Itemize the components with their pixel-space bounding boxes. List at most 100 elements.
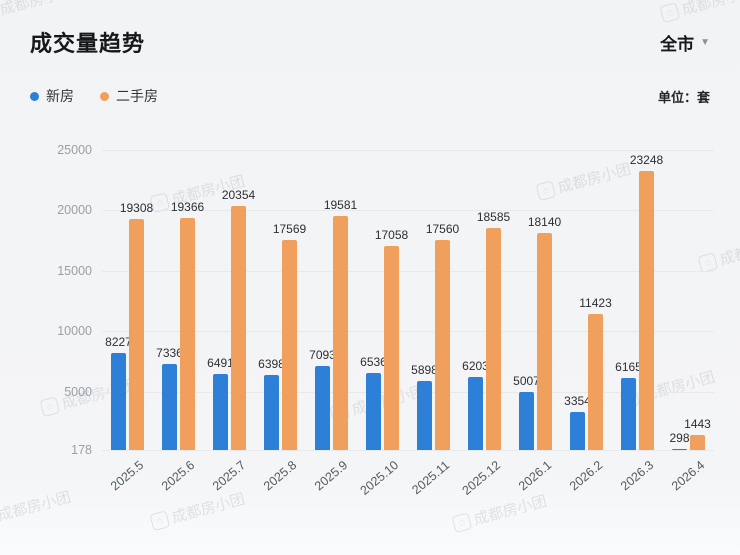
x-tick-label: 2025.8 <box>261 458 300 494</box>
region-selector[interactable]: 全市 ▼ <box>660 30 710 55</box>
bar-secondhand-2025.12[interactable] <box>486 227 501 450</box>
bar-value-label: 11423 <box>579 296 612 311</box>
bar-group-2025.9: 7093 19581 2025.9 <box>306 150 357 494</box>
bar-value-label: 7093 <box>309 348 336 363</box>
x-tick-label: 2025.5 <box>108 458 147 494</box>
bar-new-house-2025.7[interactable] <box>213 373 228 450</box>
bar-group-2025.10: 6536 17058 2025.10 <box>357 150 409 498</box>
region-label: 全市 <box>660 34 695 54</box>
bar-group-2025.6: 7336 19366 2025.6 <box>153 150 205 493</box>
bar-value-label: 18140 <box>527 214 562 229</box>
legend-item-new-house[interactable]: 新房 <box>30 86 74 106</box>
bar-value-label: 5007 <box>513 373 540 388</box>
bar-secondhand-2026.4[interactable] <box>690 434 705 450</box>
bar-secondhand-2025.8[interactable] <box>282 239 297 450</box>
x-tick-label: 2025.7 <box>210 458 249 494</box>
bar-secondhand-2025.10[interactable] <box>384 246 399 450</box>
bar-new-house-2026.3[interactable] <box>621 377 636 450</box>
bar-new-house-2025.5[interactable] <box>111 352 126 450</box>
y-tick-label: 15000 <box>57 263 92 278</box>
bar-value-label: 6491 <box>207 355 234 370</box>
legend-dot-new-house <box>30 91 39 101</box>
unit-label: 单位：套 <box>657 89 710 105</box>
watermark: ⌂成都房小团 <box>0 0 75 25</box>
watermark-text: 成都房小团 <box>679 0 740 19</box>
bar-secondhand-2025.11[interactable] <box>435 239 450 450</box>
bar-group-2026.4: 298 1443 2026.4 <box>663 150 714 494</box>
bar-secondhand-2025.7[interactable] <box>231 206 246 450</box>
y-tick-label: 178 <box>71 443 92 457</box>
bar-value-label: 3354 <box>564 393 591 408</box>
header: 成交量趋势 全市 ▼ <box>30 26 710 58</box>
x-tick-label: 2025.11 <box>409 458 453 498</box>
bar-group-2025.7: 6491 20354 2025.7 <box>204 150 256 493</box>
x-tick-label: 2025.12 <box>459 458 504 498</box>
legend-item-secondhand[interactable]: 二手房 <box>100 86 158 106</box>
bar-secondhand-2026.1[interactable] <box>537 232 552 450</box>
bar-group-2026.1: 5007 18140 2026.1 <box>510 150 562 493</box>
bar-chart: 178 5000 10000 15000 20000 25000 8227 19308 202… <box>0 128 740 538</box>
bar-secondhand-2025.9[interactable] <box>333 215 348 450</box>
legend-dot-secondhand <box>100 91 109 101</box>
legend: 新房 二手房 <box>30 86 158 106</box>
bar-new-house-2026.4[interactable] <box>672 448 687 450</box>
chevron-down-icon: ▼ <box>700 36 710 48</box>
y-axis: 178 5000 10000 15000 20000 25000 <box>0 143 92 457</box>
bar-group-2025.8: 6398 17569 2025.8 <box>255 150 307 493</box>
bar-value-label: 17560 <box>425 221 460 236</box>
bar-secondhand-2026.2[interactable] <box>588 314 603 450</box>
y-tick-label: 20000 <box>57 203 92 218</box>
legend-label-new-house: 新房 <box>46 88 74 104</box>
x-tick-label: 2026.2 <box>567 458 606 494</box>
bar-value-label: 5898 <box>411 362 438 377</box>
bar-secondhand-2026.3[interactable] <box>639 171 654 450</box>
bar-value-label: 23248 <box>629 153 664 168</box>
y-tick-label: 25000 <box>57 143 92 157</box>
gridline <box>102 391 714 393</box>
bar-value-label: 1443 <box>684 416 711 431</box>
bar-value-label: 20354 <box>221 188 256 203</box>
bar-new-house-2026.1[interactable] <box>519 391 534 450</box>
y-tick-label: 5000 <box>64 384 92 399</box>
bar-new-house-2025.10[interactable] <box>366 373 381 450</box>
gridline <box>102 450 714 451</box>
bar-value-label: 6165 <box>615 359 642 374</box>
bar-value-label: 6203 <box>462 359 489 374</box>
bar-value-label: 6536 <box>360 355 387 370</box>
house-logo-icon: ⌂ <box>659 2 681 24</box>
gridline <box>102 150 714 151</box>
bar-value-label: 8227 <box>105 334 132 349</box>
bar-new-house-2025.9[interactable] <box>315 366 330 450</box>
bar-new-house-2025.8[interactable] <box>264 374 279 450</box>
bar-group-2025.12: 6203 18585 2025.12 <box>459 150 511 498</box>
bar-group-2026.2: 3354 11423 2026.2 <box>561 150 612 493</box>
bar-value-label: 17569 <box>272 221 307 236</box>
bar-value-label: 19366 <box>170 200 205 215</box>
gridline <box>102 270 714 272</box>
bar-new-house-2026.2[interactable] <box>570 411 585 450</box>
bar-value-label: 19308 <box>119 200 154 215</box>
bar-group-2026.3: 6165 23248 2026.3 <box>612 150 664 493</box>
x-tick-label: 2025.6 <box>159 458 198 494</box>
gridline <box>102 210 714 212</box>
bar-new-house-2025.12[interactable] <box>468 377 483 450</box>
page-title: 成交量趋势 <box>30 31 146 56</box>
bar-group-2025.5: 8227 19308 2025.5 <box>102 150 154 494</box>
grid-layer <box>102 150 714 451</box>
bar-secondhand-2025.6[interactable] <box>180 218 195 450</box>
bar-group-2025.11: 5898 17560 2025.11 <box>408 150 460 497</box>
watermark: ⌂成都房小团 <box>659 0 740 25</box>
bar-value-label: 7336 <box>156 345 183 360</box>
x-tick-label: 2026.3 <box>618 458 657 494</box>
bar-value-label: 298 <box>669 430 690 445</box>
bar-new-house-2025.6[interactable] <box>162 363 177 450</box>
y-tick-label: 10000 <box>57 324 92 339</box>
bar-new-house-2025.11[interactable] <box>417 380 432 450</box>
bar-value-label: 18585 <box>476 209 511 224</box>
bar-groups: 8227 19308 2025.5 7336 19366 2025.6 6491 20354 2… <box>102 150 714 498</box>
bar-value-label: 6398 <box>258 356 285 371</box>
x-tick-label: 2026.1 <box>516 458 555 494</box>
bar-secondhand-2025.5[interactable] <box>129 218 144 450</box>
bar-value-label: 17058 <box>374 228 409 242</box>
x-tick-label: 2026.4 <box>669 458 708 494</box>
